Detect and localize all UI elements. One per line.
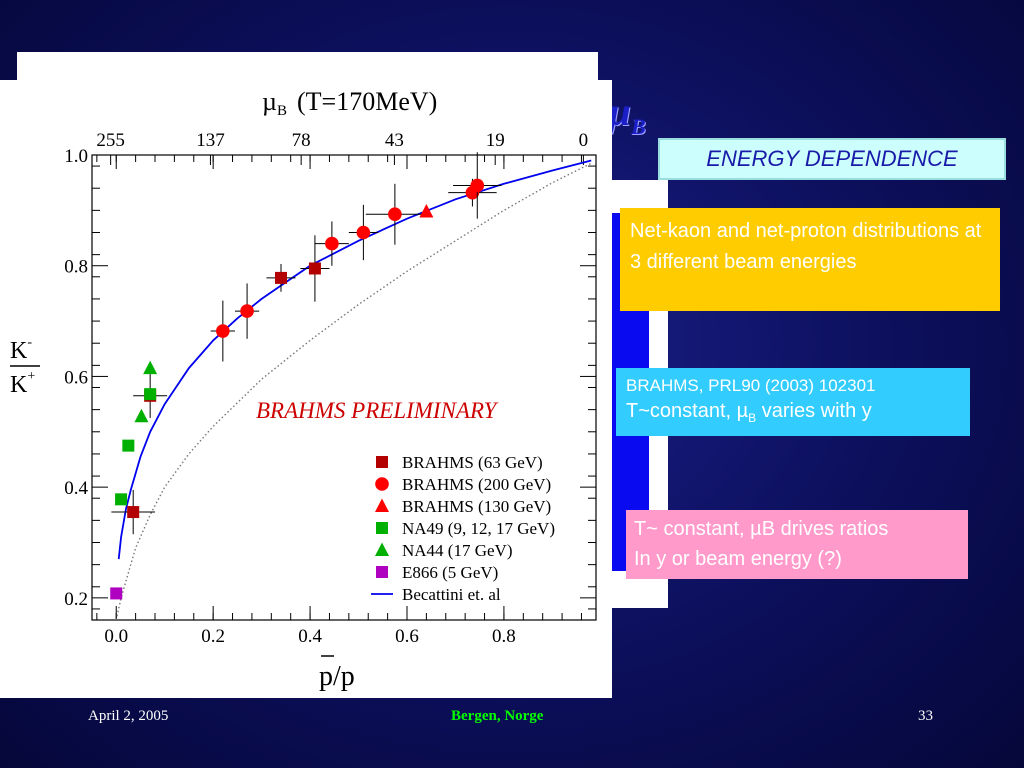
legend-label: BRAHMS (200 GeV) — [402, 475, 551, 494]
plot-frame — [91, 154, 597, 621]
data-point — [216, 324, 230, 338]
slide-title-mu-symbol: µ — [608, 89, 632, 134]
legend-marker — [375, 542, 389, 556]
legend-label: Becattini et. al — [402, 585, 501, 604]
footer-location: Bergen, Norge — [451, 708, 544, 724]
data-point — [110, 587, 123, 600]
data-point — [388, 207, 402, 222]
legend-label: BRAHMS (63 GeV) — [402, 453, 543, 472]
brahms-preliminary-annotation: BRAHMS PRELIMINARY — [256, 398, 499, 423]
x-tick-label: 0.4 — [298, 626, 322, 647]
top-axis-label-sub: B — [277, 103, 287, 119]
brahms-reference-line2: T~constant, µB varies with y — [626, 400, 872, 425]
legend-marker — [376, 522, 388, 534]
legend-label: E866 (5 GeV) — [402, 563, 498, 582]
dotted-reference-curve — [115, 162, 592, 621]
footer-date: April 2, 2005 — [88, 708, 169, 724]
data-point — [356, 225, 371, 240]
data-point — [134, 408, 149, 423]
net-kaon-note-box: Net-kaon and net-proton distributions at… — [620, 208, 1000, 311]
data-point — [143, 360, 158, 375]
brahms-reference-box: BRAHMS, PRL90 (2003) 102301 T~constant, … — [616, 368, 970, 436]
data-point — [470, 178, 485, 193]
y-tick-label: 0.8 — [64, 257, 88, 278]
y-tick-label: 0.6 — [64, 367, 88, 388]
data-point — [115, 493, 128, 506]
drives-line2: In y or beam energy (?) — [634, 548, 842, 570]
top-axis-tick-label: 0 — [579, 130, 589, 151]
data-point — [325, 236, 339, 251]
legend-marker — [375, 498, 389, 512]
brahms-reference-line1: BRAHMS, PRL90 (2003) 102301 — [626, 376, 876, 395]
data-point — [240, 304, 254, 318]
legend-marker — [376, 456, 388, 468]
legend-label: NA44 (17 GeV) — [402, 541, 512, 560]
top-axis-label-rest: (T=170MeV) — [297, 87, 437, 116]
y-axis-label-numerator: K- — [10, 335, 32, 364]
top-axis-tick-label: 19 — [486, 130, 505, 151]
top-axis-tick-label: 78 — [292, 130, 311, 151]
becattini-curve — [117, 159, 592, 560]
slide-title-mu: µB — [608, 88, 646, 140]
y-tick-label: 1.0 — [64, 146, 88, 167]
energy-dependence-box: ENERGY DEPENDENCE — [658, 138, 1006, 180]
top-axis-tick-label: 255 — [96, 130, 125, 151]
mu-b-drives-ratios-box: T~ constant, µB drives ratios In y or be… — [626, 510, 968, 579]
data-point — [122, 439, 135, 452]
slide-title-mu-sub: B — [631, 114, 646, 139]
drives-line1: T~ constant, µB drives ratios — [634, 518, 889, 540]
top-axis-tick-label: 137 — [196, 130, 225, 151]
legend-marker — [375, 477, 389, 491]
x-tick-label: 0.6 — [395, 626, 419, 647]
data-point — [144, 388, 157, 401]
top-axis-label: µB (T=170MeV) — [262, 87, 437, 119]
x-tick-label: 0.2 — [201, 626, 225, 647]
top-axis-label-mu: µ — [262, 87, 277, 116]
data-point — [127, 506, 140, 519]
x-tick-label: 0.0 — [104, 626, 128, 647]
y-axis-label-denominator: K+ — [10, 369, 35, 398]
data-point — [275, 271, 287, 284]
data-point — [419, 203, 434, 218]
y-tick-label: 0.2 — [64, 589, 88, 610]
data-point — [308, 262, 321, 275]
top-axis-tick-label: 43 — [385, 130, 404, 151]
y-tick-label: 0.4 — [64, 478, 88, 499]
x-axis-label: p/p — [319, 661, 355, 692]
legend-marker — [376, 566, 388, 578]
legend-label: NA49 (9, 12, 17 GeV) — [402, 519, 555, 538]
x-tick-label: 0.8 — [492, 626, 516, 647]
footer-page-number: 33 — [918, 708, 933, 724]
legend-label: BRAHMS (130 GeV) — [402, 497, 551, 516]
